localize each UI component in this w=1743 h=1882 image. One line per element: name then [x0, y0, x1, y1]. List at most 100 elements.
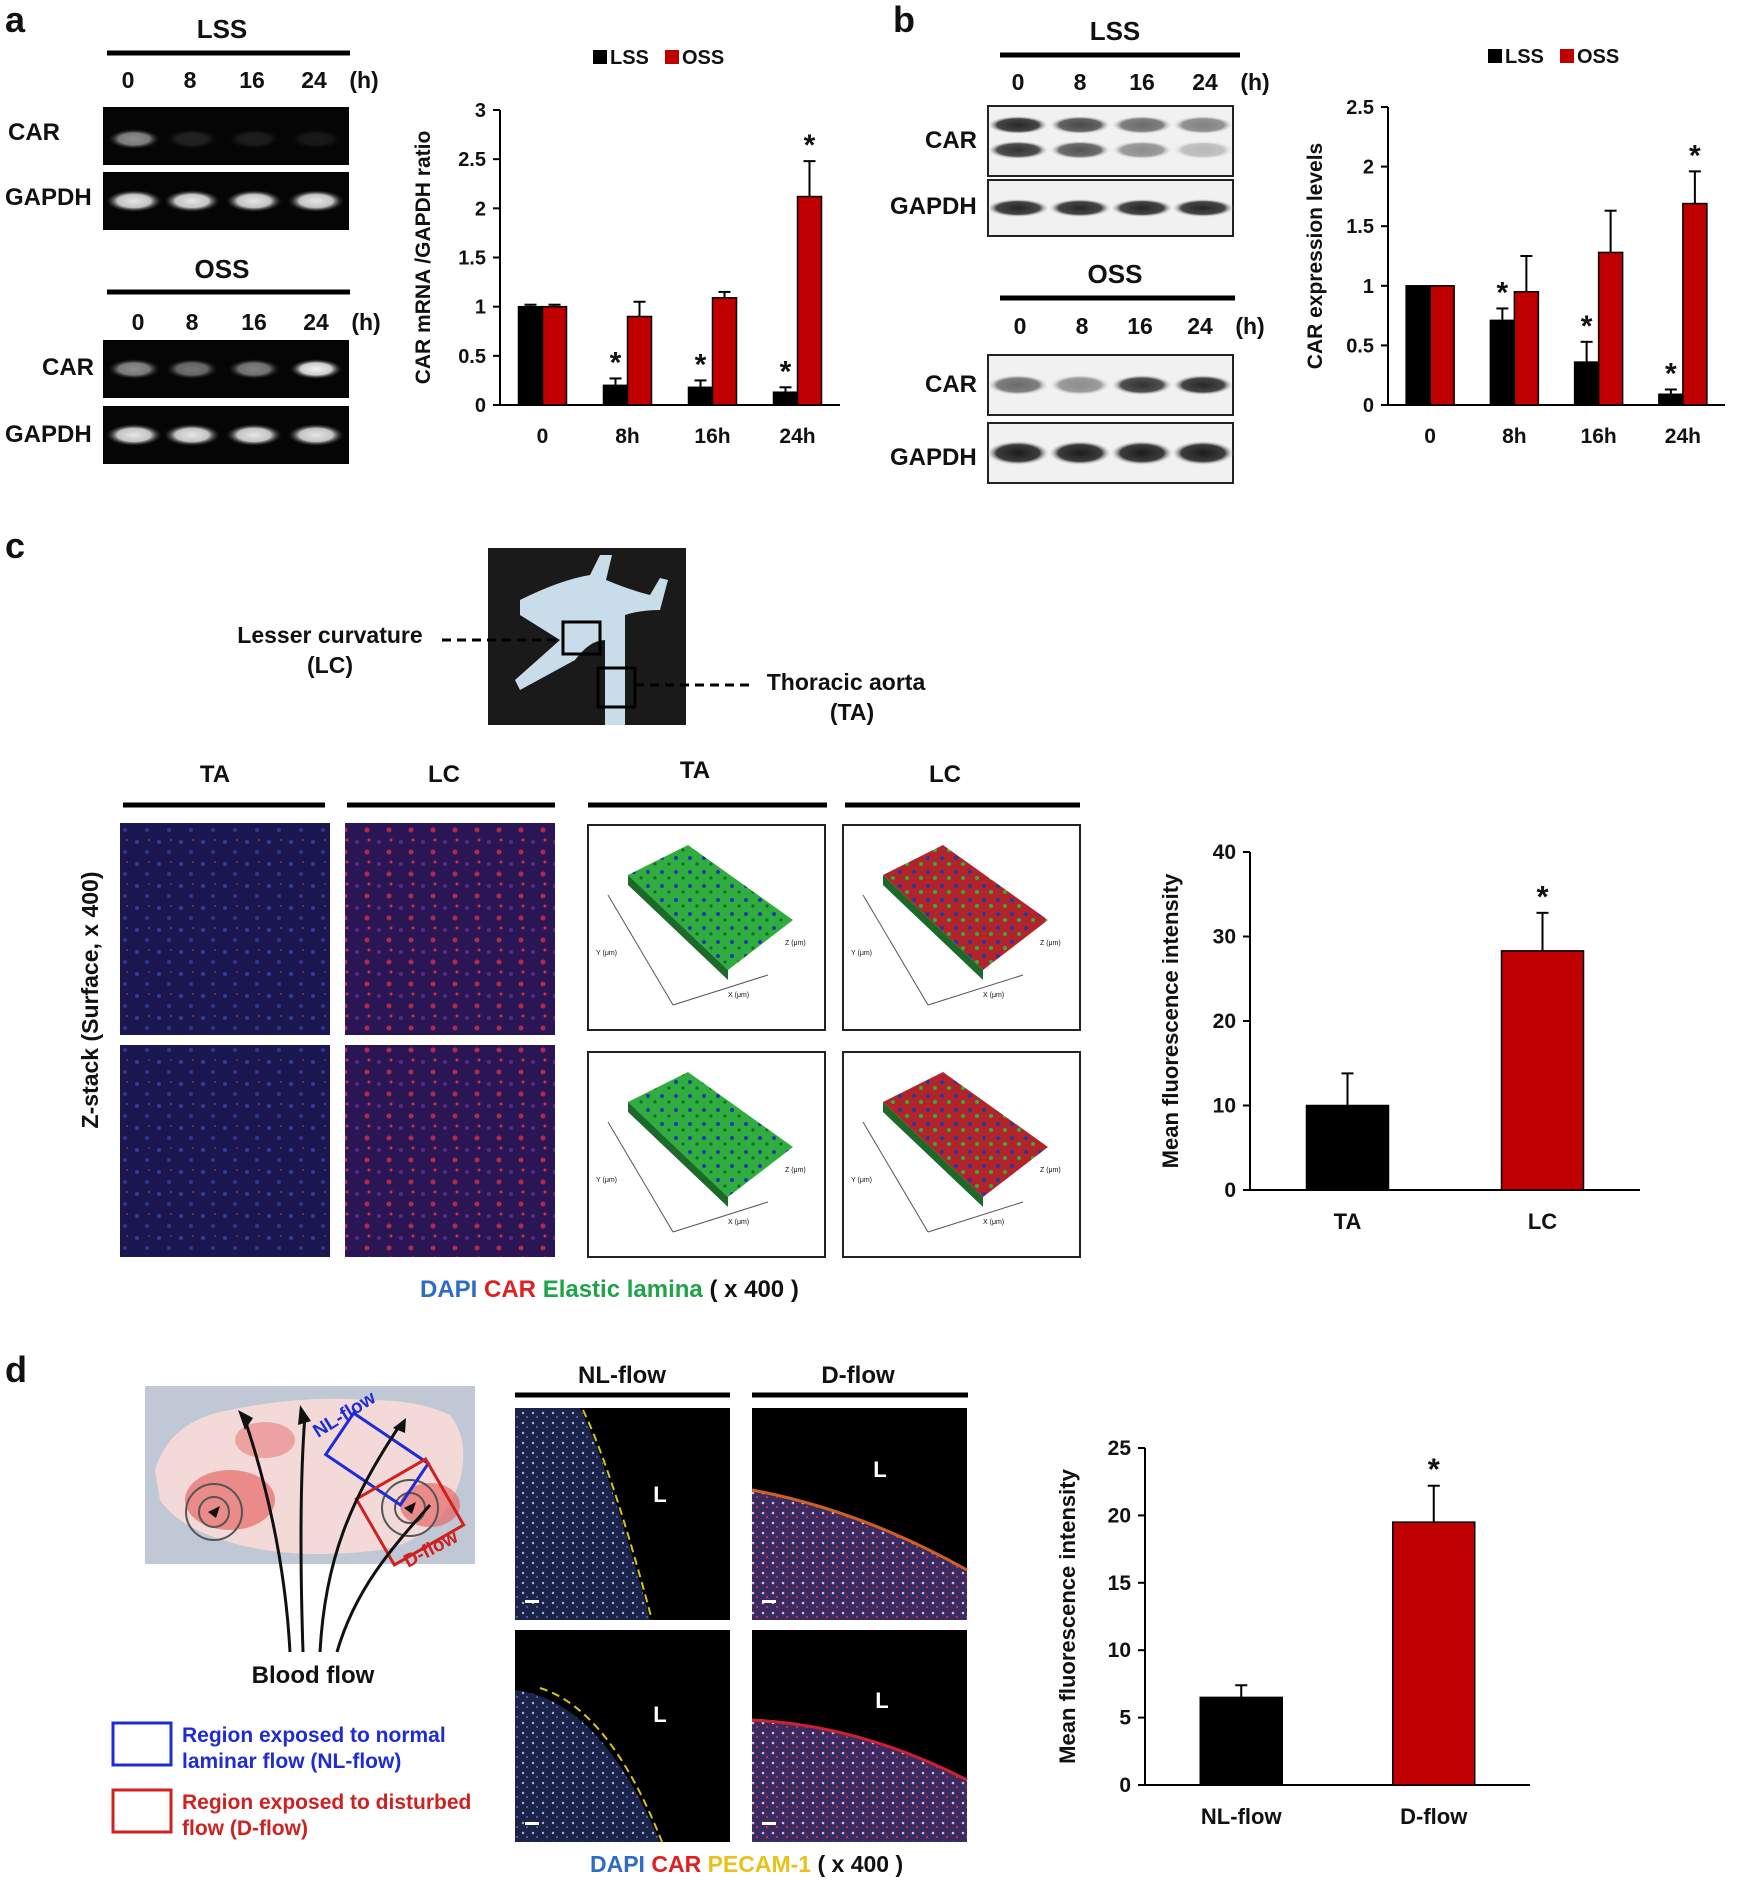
- oss-blot-bands: [987, 375, 1234, 465]
- y-tick-label: 2: [1363, 157, 1374, 179]
- car-label-b: CAR: [925, 127, 977, 154]
- axis-line: [862, 1121, 929, 1233]
- chart-c: 0 10 20 30 40 Mean fluorescence intensity TA LC…: [1158, 841, 1640, 1234]
- axis-line: [672, 1201, 769, 1233]
- group-lc-2: LC: [929, 761, 961, 788]
- ta-confocal-1: [120, 823, 330, 1035]
- car-band: [166, 129, 218, 149]
- blot-band: [988, 141, 1048, 159]
- lss-blot-bands: [987, 116, 1234, 217]
- panel-a-gel: LSS 0 8 16 24 (h) CAR GAPDH OSS 0 8 16 24 (h) CA…: [5, 14, 381, 464]
- time-label: 0: [1014, 313, 1027, 339]
- flow-arrowhead-1: [238, 1410, 253, 1430]
- bar: [687, 386, 714, 406]
- time-label: 16: [1127, 313, 1153, 339]
- y-axis-label: Y (μm): [596, 950, 617, 957]
- gapdh-label-b-oss: GAPDH: [890, 444, 977, 471]
- x-axis-label: X (μm): [728, 992, 749, 999]
- car-band: [166, 359, 218, 379]
- bar: [1392, 1521, 1476, 1786]
- car-band-label-oss: CAR: [42, 354, 94, 381]
- bar: [1429, 285, 1455, 406]
- panel-b-letter: b: [893, 0, 915, 40]
- ta-confocal-2: [120, 1045, 330, 1257]
- stain-mag-d: ( x 400 ): [817, 1851, 903, 1877]
- gapdh-label-b: GAPDH: [890, 193, 977, 220]
- swirl-2a: [381, 1479, 439, 1537]
- y-tick-label: 2: [475, 198, 486, 220]
- axis-line: [607, 894, 674, 1006]
- panel-c-stain-legend: DAPI CAR Elastic lamina ( x 400 ): [420, 1276, 799, 1303]
- bar: [1500, 950, 1585, 1191]
- y-tick-label: 20: [1213, 1010, 1236, 1033]
- blot-band: [1112, 375, 1172, 395]
- z-axis-label: Z (μm): [1040, 1167, 1061, 1174]
- y-tick-label: 15: [1108, 1572, 1132, 1595]
- lc-confocal-2: [345, 1045, 555, 1257]
- x-tick-label: TA: [1334, 1209, 1362, 1234]
- y-tick-label: 2.5: [458, 149, 486, 171]
- aortic-arch-photo: NL-flow D-flow: [145, 1386, 475, 1572]
- y-tick-label: 0.5: [458, 346, 486, 368]
- nl-tissue-1: [515, 1408, 650, 1620]
- stain-pecam-d: PECAM-1: [708, 1851, 812, 1877]
- blot-band: [1173, 375, 1233, 395]
- lss-time-labels-b: 0 8 16 24 (h): [1012, 69, 1270, 95]
- bar: [711, 297, 738, 406]
- unit-label: (h): [351, 309, 380, 335]
- chart-b: 0 0.5 1 1.5 2 2.5 CAR expression levels 0 8h * 16h…: [1304, 46, 1725, 448]
- gapdh-band: [164, 190, 220, 212]
- stain-legend-c: DAPI CAR Elastic lamina ( x 400 ): [420, 1276, 799, 1303]
- legend-label: LSS: [610, 47, 649, 69]
- surface-edge: [883, 1102, 983, 1207]
- axis-line: [862, 894, 929, 1006]
- y-tick-label: 0: [1363, 395, 1374, 417]
- bar: [626, 315, 653, 406]
- bar: [1682, 202, 1708, 406]
- gapdh-band: [226, 424, 282, 446]
- d-group-d: D-flow: [821, 1362, 895, 1389]
- panel-a-letter: a: [5, 0, 26, 40]
- bar: [1489, 319, 1516, 406]
- legend-d-line2: flow (D-flow): [182, 1817, 308, 1840]
- d-group-nl: NL-flow: [578, 1362, 666, 1389]
- scale-bar-1: [525, 1600, 539, 1603]
- y-axis-label: Y (μm): [851, 950, 872, 957]
- stain-elastic-c: Elastic lamina: [543, 1276, 704, 1303]
- blot-band: [1050, 375, 1110, 395]
- d-region-box: [354, 1457, 466, 1567]
- significance-star: *: [1581, 310, 1593, 343]
- x-tick-label: 8h: [1502, 425, 1527, 448]
- z-axis-label: Z (μm): [1040, 940, 1061, 947]
- lss-bands: [106, 129, 344, 212]
- blot-band: [1049, 199, 1111, 217]
- y-axis-label: Y (μm): [596, 1177, 617, 1184]
- car-band: [108, 359, 160, 379]
- x-tick-label: 16h: [694, 425, 730, 448]
- car-band-label: CAR: [8, 119, 60, 146]
- legend-swatch: [593, 50, 607, 64]
- y-tick-label: 5: [1119, 1707, 1131, 1730]
- chart-a: 0 0.5 1 1.5 2 2.5 3 CAR mRNA /GAPDH ratio 0 8h * 16…: [412, 47, 840, 448]
- blot-band: [1112, 116, 1172, 134]
- legend-d-line1: Region exposed to disturbed: [182, 1791, 471, 1814]
- y-axis-label: Y (μm): [851, 1177, 872, 1184]
- stain-mag-c: ( x 400 ): [709, 1276, 798, 1303]
- blot-band: [1173, 116, 1233, 134]
- unit-label: (h): [349, 67, 378, 93]
- flow-arrowhead-2: [298, 1405, 311, 1425]
- significance-star: *: [1536, 879, 1549, 914]
- oss-time-labels: 0 8 16 24 (h): [132, 309, 381, 335]
- blot-band: [1111, 441, 1173, 465]
- lss-title: LSS: [197, 14, 248, 44]
- significance-star: *: [1497, 276, 1509, 309]
- y-axis-label: Mean fluorescence intensity: [1158, 873, 1183, 1168]
- surface-3d-panels: Z (μm) Y (μm) X (μm) Z (μm) Y (μm) X (μm) Z (μ…: [587, 824, 1081, 1258]
- y-axis-label: Mean fluorescence intensity: [1055, 1468, 1080, 1763]
- gapdh-band: [288, 190, 344, 212]
- x-axis-label: X (μm): [983, 1219, 1004, 1226]
- significance-star: *: [1665, 358, 1677, 391]
- blood-flow-arrows: [243, 1414, 432, 1653]
- axis-line: [672, 974, 769, 1006]
- y-tick-label: 0: [1224, 1179, 1236, 1202]
